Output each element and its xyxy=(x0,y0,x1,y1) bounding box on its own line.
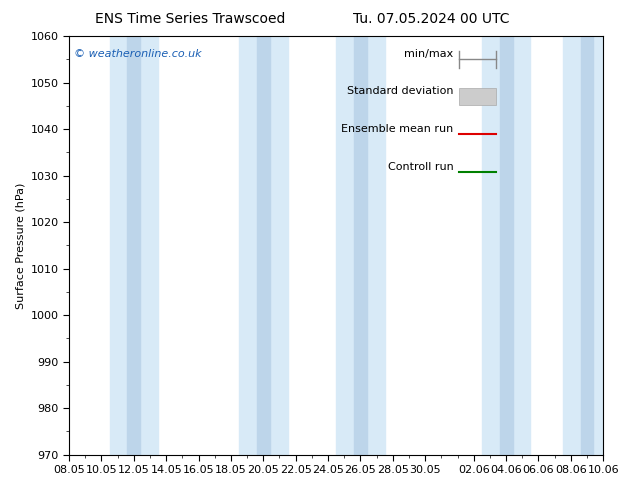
Bar xyxy=(581,36,593,455)
Bar xyxy=(239,36,288,455)
Text: min/max: min/max xyxy=(404,49,454,59)
Bar xyxy=(563,36,611,455)
Text: ENS Time Series Trawscoed: ENS Time Series Trawscoed xyxy=(95,12,285,26)
Bar xyxy=(336,36,385,455)
Y-axis label: Surface Pressure (hPa): Surface Pressure (hPa) xyxy=(15,182,25,309)
Text: Ensemble mean run: Ensemble mean run xyxy=(341,124,454,134)
Bar xyxy=(110,36,158,455)
Bar xyxy=(459,89,496,105)
Bar xyxy=(354,36,367,455)
Bar xyxy=(500,36,512,455)
Text: Controll run: Controll run xyxy=(388,162,454,172)
Bar xyxy=(257,36,270,455)
Text: Standard deviation: Standard deviation xyxy=(347,86,454,97)
Bar xyxy=(482,36,531,455)
Bar xyxy=(127,36,140,455)
Text: © weatheronline.co.uk: © weatheronline.co.uk xyxy=(74,49,202,59)
Text: Tu. 07.05.2024 00 UTC: Tu. 07.05.2024 00 UTC xyxy=(353,12,509,26)
